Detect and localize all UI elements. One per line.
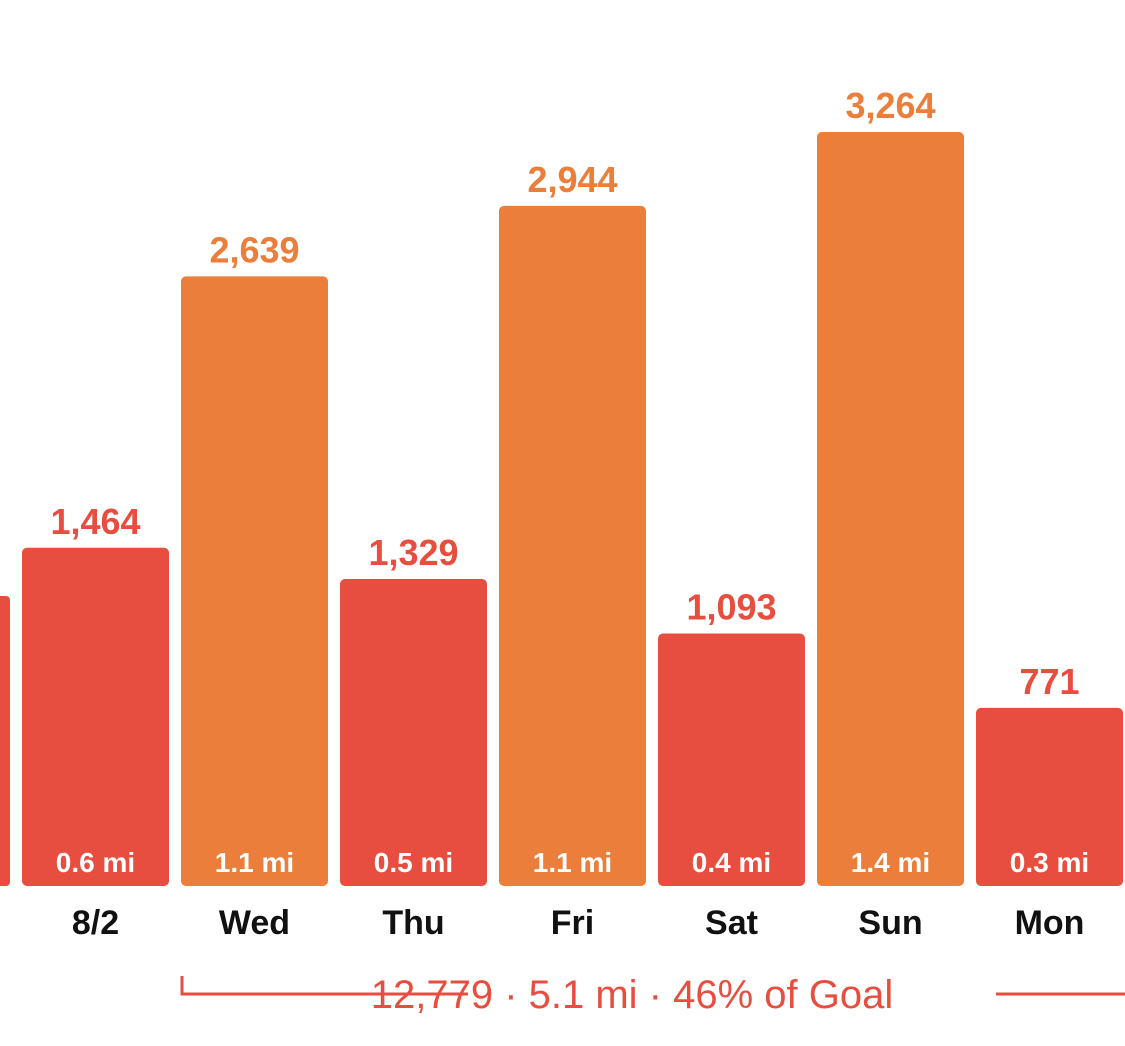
- value-label-sat: 1,093: [686, 587, 776, 628]
- distance-label-sat: 0.4 mi: [692, 847, 771, 878]
- category-label-fri: Fri: [551, 904, 594, 942]
- bar-partial: [0, 596, 10, 886]
- value-label-wed: 2,639: [209, 229, 299, 270]
- week-summary: 12,779 · 5.1 mi · 46% of Goal: [180, 973, 1125, 1017]
- category-label-wed: Wed: [219, 904, 290, 942]
- category-label-sun: Sun: [858, 904, 922, 942]
- bar-mon: [976, 707, 1123, 886]
- summary-text: 12,779 · 5.1 mi · 46% of Goal: [371, 973, 894, 1017]
- summary-bracket-left: [180, 976, 468, 996]
- distance-label-thu: 0.5 mi: [374, 847, 453, 878]
- value-label-8-2: 1,464: [50, 501, 140, 542]
- category-label-8-2: 8/2: [72, 904, 119, 942]
- distance-label-sun: 1.4 mi: [851, 847, 930, 878]
- value-label-thu: 1,329: [368, 532, 458, 573]
- bar-wed: [181, 276, 328, 886]
- bar-fri: [499, 205, 646, 886]
- bars-group: 1,464 0.6 mi 8/2 2,639 1.1 mi Wed 1,329 0.5 mi T…: [0, 85, 1123, 942]
- distance-label-8-2: 0.6 mi: [56, 847, 135, 878]
- value-label-mon: 771: [1019, 661, 1079, 702]
- category-label-thu: Thu: [382, 904, 444, 942]
- distance-label-mon: 0.3 mi: [1010, 847, 1089, 878]
- bar-8-2: [22, 547, 169, 886]
- bar-thu: [340, 578, 487, 886]
- bar-sun: [817, 132, 964, 886]
- distance-label-fri: 1.1 mi: [533, 847, 612, 878]
- distance-label-wed: 1.1 mi: [215, 847, 294, 878]
- category-label-sat: Sat: [705, 904, 758, 942]
- value-label-sun: 3,264: [845, 85, 935, 126]
- value-label-fri: 2,944: [527, 159, 617, 200]
- category-label-mon: Mon: [1015, 904, 1085, 942]
- bar-sat: [658, 633, 805, 886]
